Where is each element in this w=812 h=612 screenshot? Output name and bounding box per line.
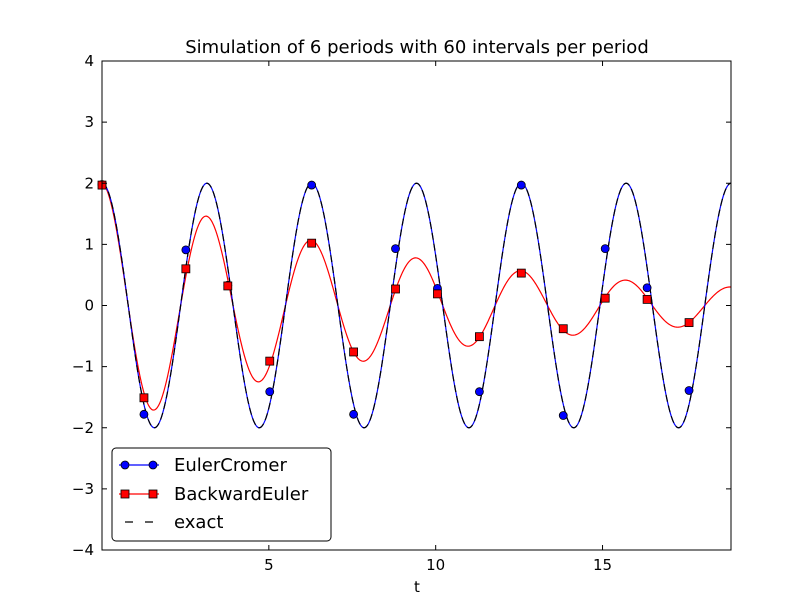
plot-markers	[97, 180, 694, 420]
legend-eulercromer-label: EulerCromer	[174, 455, 287, 476]
x-tick-label: 15	[593, 556, 612, 574]
eulercromer-point	[558, 411, 568, 420]
backwardeuler-point	[474, 332, 484, 342]
y-tick-label: 3	[84, 113, 94, 131]
eulercromer-point	[600, 244, 610, 254]
exact-line	[101, 182, 732, 429]
backwardeuler-point	[307, 238, 317, 248]
legend-exact-label: exact	[174, 512, 223, 533]
backwardeuler-point	[349, 347, 359, 357]
y-tick-label: 1	[84, 235, 94, 253]
legend-eulercromer-marker	[120, 460, 130, 470]
backwardeuler-point	[433, 289, 442, 299]
legend-eulercromer-marker	[148, 460, 158, 470]
x-tick-label: 10	[426, 556, 445, 574]
eulercromer-point	[349, 409, 359, 419]
eulercromer-point	[516, 180, 526, 190]
x-tick-label: 5	[264, 556, 274, 574]
y-tick-label: −4	[72, 541, 94, 559]
backwardeuler-point	[139, 393, 149, 403]
x-axis-label: t	[414, 578, 420, 596]
backwardeuler-point	[684, 318, 694, 328]
y-tick-label: 4	[84, 52, 94, 70]
backwardeuler-point	[391, 284, 400, 294]
backwardeuler-point	[516, 268, 526, 278]
backwardeuler-line	[101, 182, 732, 411]
ticks: 5 10 15 −4 −3 −2 −1 0 1 2 3 4	[72, 52, 731, 574]
backwardeuler-point	[600, 293, 610, 303]
eulercromer-point	[391, 244, 400, 254]
chart-title: Simulation of 6 periods with 60 interval…	[185, 37, 649, 58]
backwardeuler-point	[223, 281, 233, 291]
eulercromer-point	[642, 283, 652, 293]
eulercromer-point	[139, 409, 149, 419]
y-tick-label: 2	[84, 174, 94, 192]
backwardeuler-point	[642, 294, 652, 304]
eulercromer-point	[265, 387, 275, 397]
y-tick-label: 0	[84, 297, 94, 315]
legend-backwardeuler-label: BackwardEuler	[174, 484, 309, 505]
backwardeuler-point	[558, 324, 568, 334]
legend-box	[111, 447, 332, 542]
y-tick-label: −2	[72, 419, 94, 437]
backwardeuler-point	[181, 264, 191, 274]
eulercromer-point	[181, 245, 191, 255]
legend-backwardeuler-marker	[120, 489, 130, 499]
eulercromer-point	[474, 387, 484, 397]
legend-backwardeuler-marker	[148, 489, 158, 499]
y-tick-label: −3	[72, 480, 94, 498]
y-tick-label: −1	[72, 358, 94, 376]
legend: EulerCromer BackwardEuler exact	[111, 447, 332, 542]
plot-lines	[101, 182, 732, 429]
eulercromer-point	[684, 386, 694, 395]
backwardeuler-point	[265, 356, 275, 366]
eulercromer-point	[307, 180, 317, 190]
